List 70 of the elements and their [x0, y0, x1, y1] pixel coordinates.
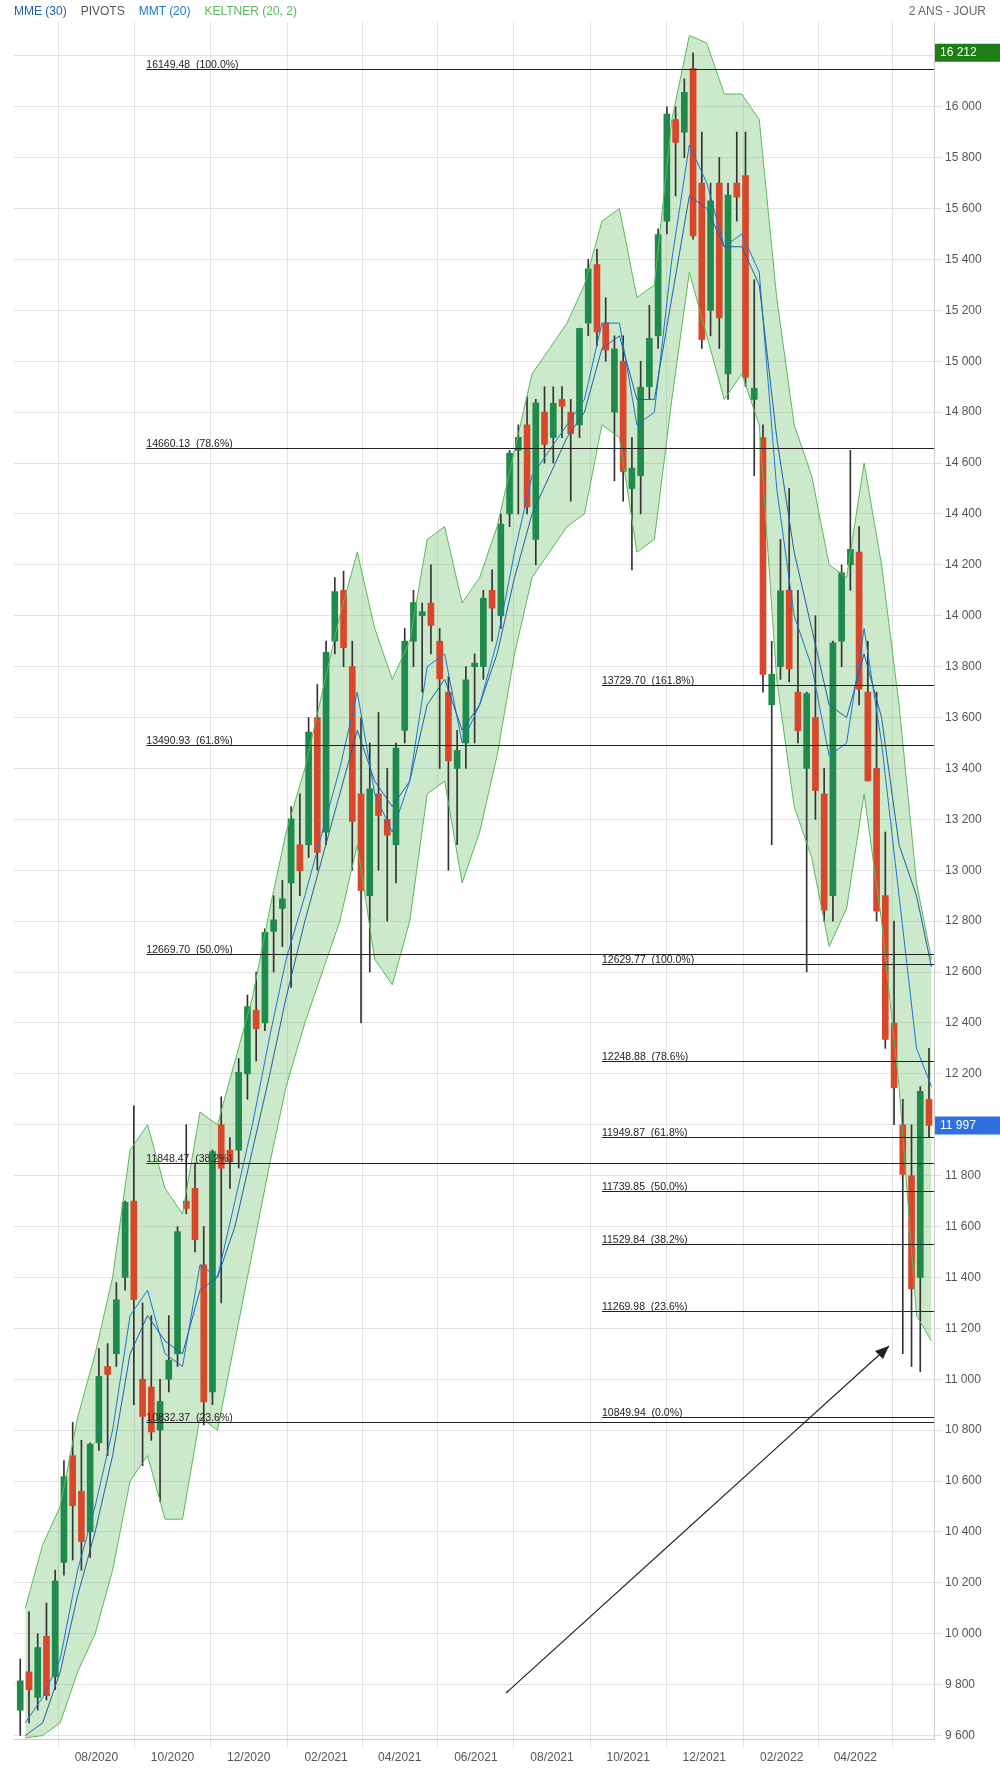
y-tick-label: 15 800	[945, 149, 983, 164]
y-tick-label: 13 400	[945, 760, 983, 775]
y-tick-label: 11 200	[945, 1320, 982, 1335]
y-tick-label: 9 600	[945, 1727, 976, 1742]
y-tick-label: 14 800	[945, 404, 983, 419]
candlestick	[750, 279, 758, 477]
candlestick	[733, 131, 741, 222]
candlestick	[383, 768, 391, 922]
annotation: 11269.98 (23.6%)	[601, 1299, 688, 1312]
y-tick-label: 13 800	[945, 658, 983, 673]
y-tick-label: 11 400	[945, 1269, 982, 1284]
x-tick-label: 08/2021	[530, 1750, 575, 1765]
x-tick-label: 10/2021	[606, 1750, 651, 1765]
annotation: 12248.88 (78.6%)	[601, 1050, 689, 1063]
candlestick	[628, 437, 636, 571]
x-tick-label: 06/2021	[454, 1750, 498, 1765]
y-tick-label: 15 400	[945, 251, 983, 266]
y-tick-label: 12 600	[945, 964, 983, 979]
y-tick-label: 11 000	[945, 1371, 982, 1386]
y-tick-label: 12 800	[945, 913, 983, 928]
y-tick-label: 14 000	[945, 608, 983, 623]
annotation: 12629.77 (100.0%)	[601, 953, 695, 966]
annotation: 11739.85 (50.0%)	[601, 1179, 688, 1192]
text: MMT (20)	[138, 4, 191, 18]
x-tick-label: 02/2021	[304, 1750, 349, 1765]
annotation: 12669.70 (50.0%)	[146, 943, 233, 956]
y-tick-label: 14 400	[945, 506, 983, 521]
y-tick-label: 10 800	[945, 1422, 983, 1437]
y-tick-label: 14 200	[945, 557, 983, 572]
y-tick-label: 11 800	[945, 1167, 982, 1182]
annotation: 10849.94 (0.0%)	[601, 1406, 683, 1419]
annotation: 16149.48 (100.0%)	[146, 57, 239, 70]
y-tick-label: 13 600	[945, 709, 983, 724]
annotation: 11529.84 (38.2%)	[601, 1233, 688, 1246]
text: 11 997	[940, 1117, 977, 1132]
y-tick-label: 15 600	[945, 200, 983, 215]
y-tick-label: 11 600	[945, 1218, 982, 1233]
x-tick-label: 10/2020	[150, 1750, 195, 1765]
y-tick-label: 13 200	[945, 811, 983, 826]
y-tick-label: 12 400	[945, 1015, 983, 1030]
text: PIVOTS	[80, 4, 125, 18]
x-tick-label: 12/2021	[682, 1750, 727, 1765]
x-tick-label: 04/2021	[378, 1750, 422, 1765]
annotation: 14660.13 (78.6%)	[146, 436, 233, 449]
x-tick-label: 08/2020	[74, 1750, 119, 1765]
text: MME (30)	[14, 4, 67, 18]
candlestick	[558, 386, 566, 438]
candlestick	[418, 602, 426, 693]
y-tick-label: 13 000	[945, 862, 983, 877]
y-tick-label: 15 200	[945, 302, 983, 317]
y-tick-label: 10 000	[945, 1626, 983, 1641]
y-tick-label: 9 800	[945, 1676, 976, 1691]
y-tick-label: 10 400	[945, 1524, 983, 1539]
y-tick-label: 10 200	[945, 1575, 983, 1590]
y-tick-label: 16 000	[945, 99, 983, 114]
y-tick-label: 15 000	[945, 353, 983, 368]
y-tick-label: 12 200	[945, 1066, 983, 1081]
candlestick	[768, 640, 776, 846]
annotation: 13729.70 (161.8%)	[601, 673, 695, 686]
x-tick-label: 04/2022	[833, 1750, 878, 1765]
y-tick-label: 14 600	[945, 455, 983, 470]
text: 2 ANS - JOUR	[908, 4, 986, 18]
x-tick-label: 12/2020	[226, 1750, 271, 1765]
y-tick-label: 10 600	[945, 1473, 983, 1488]
text: 16 212	[940, 45, 978, 60]
candlestick	[453, 729, 461, 846]
annotation: 13490.93 (61.8%)	[146, 734, 233, 747]
annotation: 11949.87 (61.8%)	[601, 1126, 688, 1139]
x-tick-label: 02/2022	[760, 1750, 804, 1765]
text: KELTNER (20, 2)	[204, 4, 297, 18]
